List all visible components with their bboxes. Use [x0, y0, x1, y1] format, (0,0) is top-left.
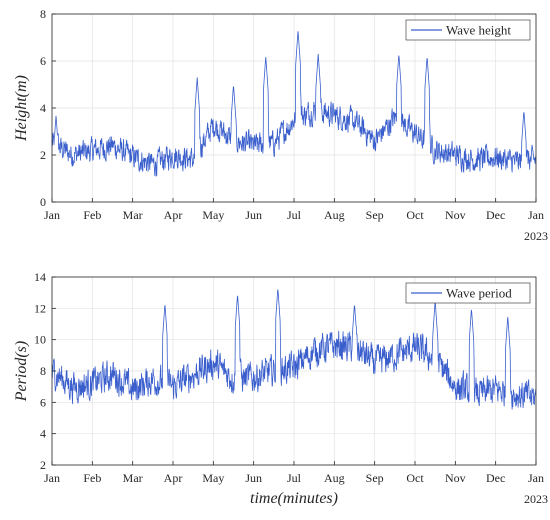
period-legend-box — [405, 282, 531, 304]
height-legend: Wave height — [405, 19, 531, 41]
period-axes: 2 4 6 8 10 12 14 Jan Feb Mar Apr May Jun Jul Aug Sep Oc… — [13, 270, 548, 507]
x-tick-label: May — [202, 208, 224, 222]
period-xticks: Jan Feb Mar Apr May Jun Jul Aug Sep Oct Nov Dec Jan — [44, 461, 544, 485]
period-legend: Wave period — [405, 282, 531, 304]
period-y-axis-label: Period(s) — [13, 341, 30, 402]
x-tick-label: Feb — [83, 208, 101, 222]
height-axes: 0 2 4 6 8 Jan Feb Mar Apr May Jun Jul Aug Sep Oct Nov D… — [13, 7, 548, 243]
x-tick-label: Jan — [44, 208, 60, 222]
y-tick-label: 10 — [34, 333, 46, 347]
x-tick-label: Sep — [366, 471, 384, 485]
period-year-label: 2023 — [524, 492, 548, 506]
x-tick-label: Apr — [164, 208, 183, 222]
height-year-label: 2023 — [524, 229, 548, 243]
x-tick-label: Feb — [83, 471, 101, 485]
height-legend-label: Wave height — [446, 23, 511, 38]
y-tick-label: 6 — [40, 395, 46, 409]
x-tick-label: Nov — [445, 471, 466, 485]
x-tick-label: Oct — [406, 208, 424, 222]
x-tick-label: Nov — [445, 208, 466, 222]
x-tick-label: Jul — [287, 208, 302, 222]
series-line-wave-period — [51, 289, 537, 410]
period-yticks: 2 4 6 8 10 12 14 — [34, 270, 56, 472]
y-tick-label: 2 — [40, 148, 46, 162]
y-tick-label: 14 — [34, 270, 46, 284]
y-tick-label: 8 — [40, 7, 46, 21]
x-tick-label: Apr — [164, 471, 183, 485]
x-tick-label: Sep — [366, 208, 384, 222]
height-series — [51, 31, 537, 177]
x-tick-label: Dec — [486, 208, 505, 222]
height-xticks: Jan Feb Mar Apr May Jun Jul Aug Sep Oct Nov Dec Jan — [44, 198, 544, 222]
height-grid — [51, 13, 537, 203]
height-y-axis-label: Height(m) — [13, 75, 30, 142]
x-tick-label: Mar — [123, 208, 143, 222]
x-tick-label: Oct — [406, 471, 424, 485]
x-tick-label: Jun — [245, 471, 262, 485]
y-tick-label: 2 — [40, 458, 46, 472]
y-tick-label: 4 — [40, 101, 46, 115]
period-series — [51, 289, 537, 410]
period-x-axis-label: time(minutes) — [250, 490, 338, 507]
series-line-wave-height — [51, 31, 537, 177]
period-legend-label: Wave period — [446, 286, 512, 301]
x-tick-label: Aug — [324, 208, 345, 222]
x-tick-label: Mar — [123, 471, 143, 485]
x-tick-label: Jan — [528, 208, 544, 222]
height-legend-box — [405, 19, 531, 41]
y-tick-label: 0 — [40, 195, 46, 209]
x-tick-label: Jul — [287, 471, 302, 485]
x-tick-label: Jun — [245, 208, 262, 222]
x-tick-label: Dec — [486, 471, 505, 485]
y-tick-label: 6 — [40, 54, 46, 68]
y-tick-label: 4 — [40, 427, 46, 441]
height-yticks: 0 2 4 6 8 — [40, 7, 56, 209]
x-tick-label: Aug — [324, 471, 345, 485]
x-tick-label: Jan — [528, 471, 544, 485]
x-tick-label: May — [202, 471, 224, 485]
x-tick-label: Jan — [44, 471, 60, 485]
y-tick-label: 12 — [34, 301, 46, 315]
y-tick-label: 8 — [40, 364, 46, 378]
